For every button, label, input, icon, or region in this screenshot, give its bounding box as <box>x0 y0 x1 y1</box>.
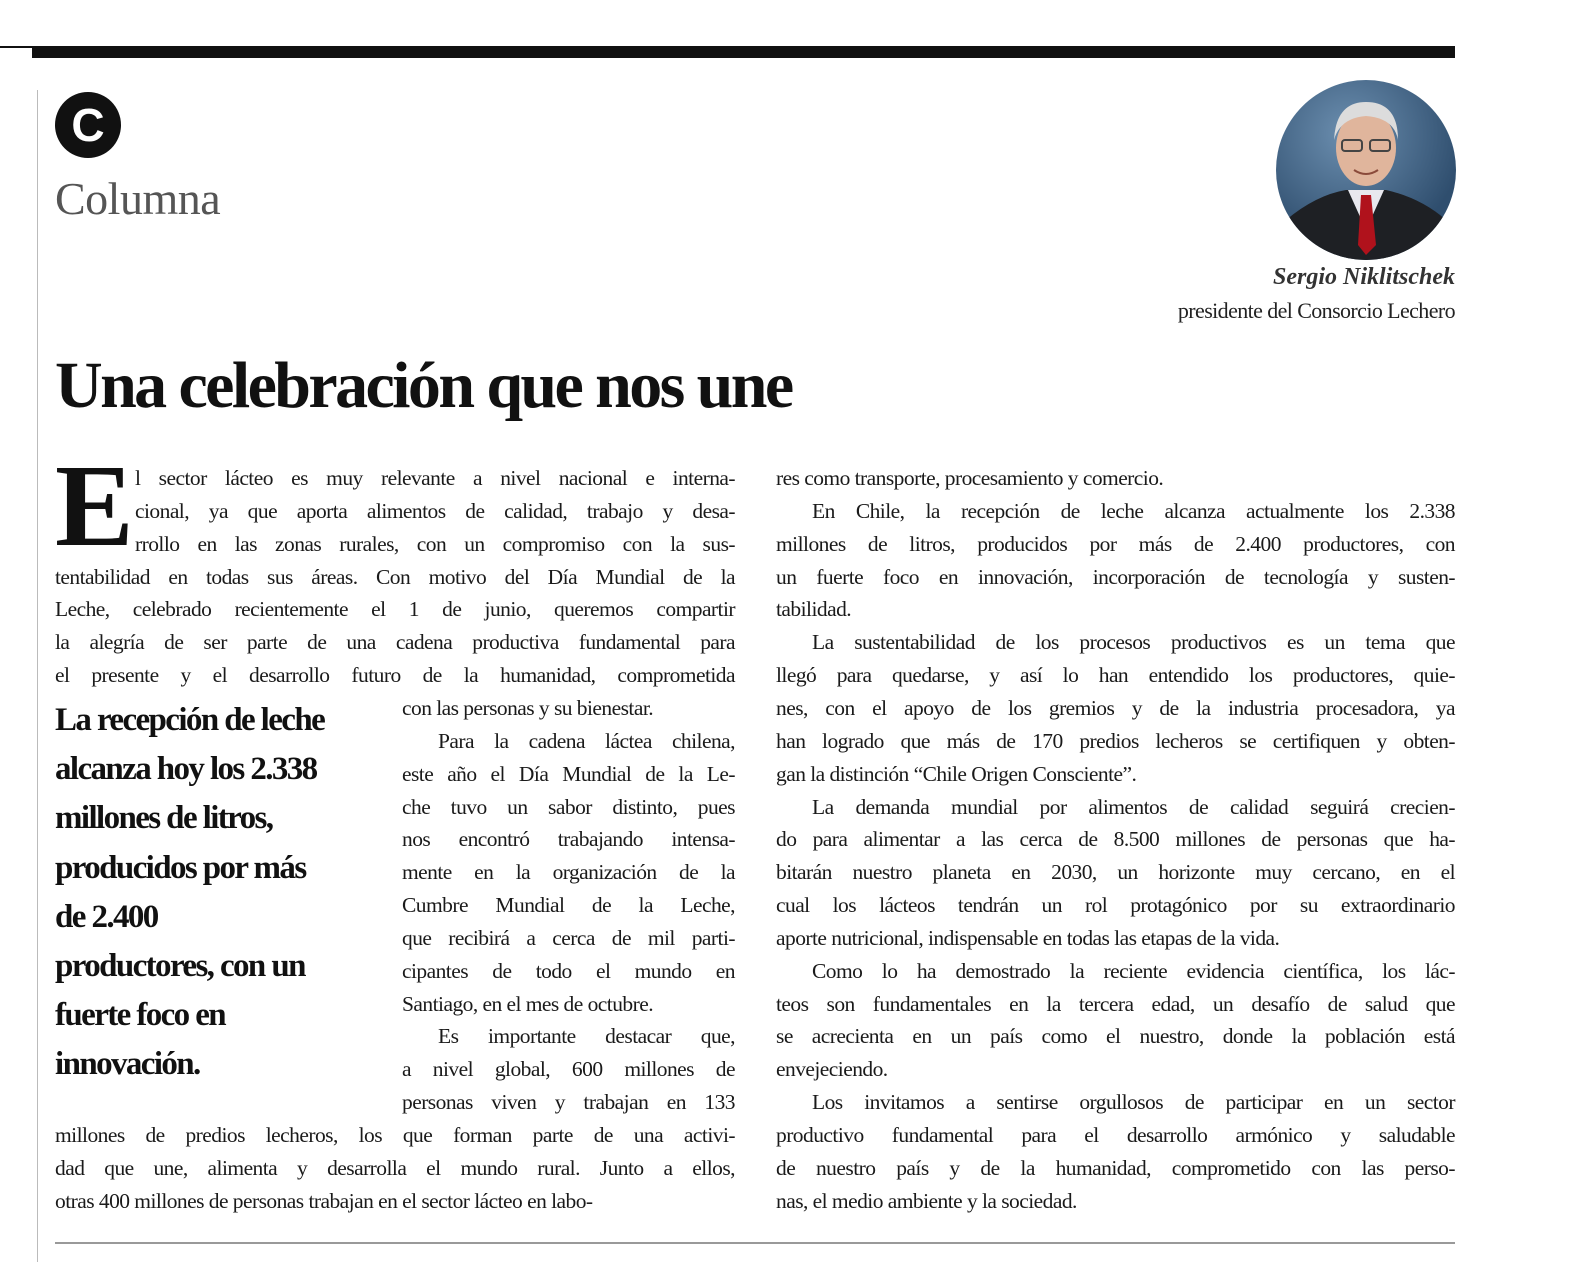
body-line: Para la cadena láctea chilena, <box>438 728 736 753</box>
body-line: res como transporte, procesamiento y com… <box>776 466 1164 490</box>
body-line: La sustentabilidad de los procesos produ… <box>812 630 1456 655</box>
left-rule <box>37 90 38 1262</box>
author-portrait-icon <box>1276 102 1456 260</box>
body-line: llegó para quedarse, y así lo han entend… <box>776 663 1456 688</box>
body-line: gan la distinción “Chile Origen Conscien… <box>776 761 1137 786</box>
pull-quote-line: producidos por más <box>55 849 307 886</box>
body-line: Leche, celebrado recientemente el 1 de j… <box>55 597 736 622</box>
pull-quote-line: La recepción de leche <box>55 702 326 738</box>
pull-quote-line: alcanza hoy los 2.338 <box>55 751 318 788</box>
body-line: de nuestro país y de la humanidad, compr… <box>776 1155 1456 1180</box>
section-label: Columna <box>55 173 221 224</box>
body-line: rrollo en las zonas rurales, con un comp… <box>135 531 736 556</box>
body-line: tentabilidad en todas sus áreas. Con mot… <box>55 564 736 589</box>
pull-quote-line: millones de litros, <box>55 800 274 837</box>
body-line: bitarán nuestro planeta en 2030, un hori… <box>776 860 1456 885</box>
body-line: otras 400 millones de personas trabajan … <box>55 1188 593 1213</box>
body-line: tabilidad. <box>776 597 852 622</box>
body-line: aporte nutricional, indispensable en tod… <box>776 925 1280 950</box>
body-line: dad que une, alimenta y desarrolla el mu… <box>55 1155 736 1180</box>
body-line: millones de predios lecheros, los que fo… <box>55 1123 736 1147</box>
author-photo <box>1276 80 1456 260</box>
pull-quote-line: fuerte foco en <box>55 997 227 1034</box>
body-line: nas, el medio ambiente y la sociedad. <box>776 1188 1077 1213</box>
body-line: han logrado que más de 170 predios leche… <box>776 728 1456 753</box>
body-line: productivo fundamental para el desarroll… <box>776 1123 1456 1147</box>
body-line: personas viven y trabajan en 133 <box>402 1090 736 1115</box>
body-line: con las personas y su bienestar. <box>402 695 654 720</box>
body-line: millones de litros, producidos por más d… <box>776 531 1456 556</box>
body-line: Los invitamos a sentirse orgullosos de p… <box>812 1090 1456 1115</box>
body-line: envejeciendo. <box>776 1057 888 1082</box>
top-rule <box>32 46 1455 58</box>
body-line: che tuvo un sabor distinto, pues <box>402 794 736 819</box>
author-role: presidente del Consorcio Lechero <box>1177 298 1456 323</box>
body-line: do para alimentar a las cerca de 8.500 m… <box>776 827 1456 852</box>
body-line: La demanda mundial por alimentos de cali… <box>812 794 1456 819</box>
pull-quote-line: productores, con un <box>55 948 306 984</box>
body-line: Como lo ha demostrado la reciente eviden… <box>812 958 1456 983</box>
body-line: mente en la organización de la <box>402 860 736 885</box>
body-line: nes, con el apoyo de los gremios y de la… <box>776 695 1456 720</box>
body-line: cional, ya que aporta alimentos de calid… <box>135 498 736 523</box>
body-line: este año el Día Mundial de la Le- <box>402 761 736 786</box>
body-line: un fuerte foco en innovación, incorporac… <box>776 564 1456 589</box>
body-line: En Chile, la recepción de leche alcanza … <box>812 498 1456 523</box>
body-line: cual los lácteos tendrán un rol protagón… <box>776 893 1456 918</box>
headline: Una celebración que nos une <box>55 349 794 422</box>
body-line: el presente y el desarrollo futuro de la… <box>55 663 736 688</box>
body-line: cipantes de todo el mundo en <box>402 958 736 983</box>
body-line: Cumbre Mundial de la Leche, <box>402 893 736 918</box>
body-line: Santiago, en el mes de octubre. <box>402 991 654 1016</box>
body-line: teos son fundamentales en la tercera eda… <box>776 991 1456 1016</box>
body-line: se acrecienta en un país como el nuestro… <box>776 1024 1456 1049</box>
body-line: a nivel global, 600 millones de <box>402 1057 736 1082</box>
author-name: Sergio Niklitschek <box>1272 264 1455 290</box>
body-line: que recibirá a cerca de mil parti- <box>402 925 736 950</box>
top-rule-stub <box>0 46 32 48</box>
body-line: la alegría de ser parte de una cadena pr… <box>55 630 736 655</box>
drop-cap: E <box>55 440 134 571</box>
pull-quote-line: innovación. <box>55 1046 201 1083</box>
body-line: nos encontró trabajando intensa- <box>402 827 736 852</box>
section-badge: C <box>55 92 121 158</box>
bottom-rule <box>55 1242 1455 1244</box>
body-line: Es importante destacar que, <box>438 1024 736 1049</box>
body-line: l sector lácteo es muy relevante a nivel… <box>135 466 736 490</box>
pull-quote-line: de 2.400 <box>55 898 159 935</box>
